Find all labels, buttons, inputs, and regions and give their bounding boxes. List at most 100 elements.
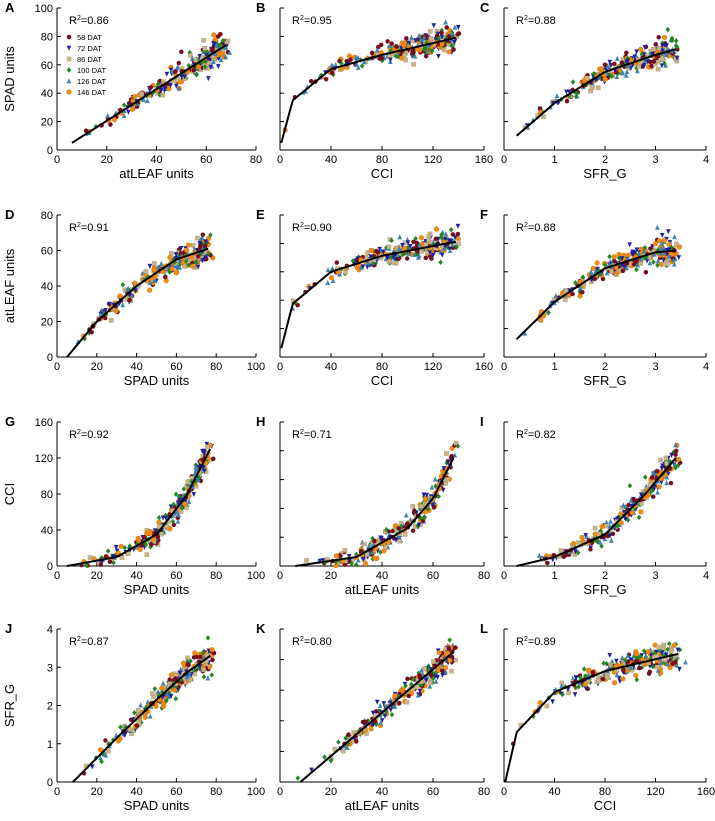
- x-tick-label: 80: [210, 570, 222, 582]
- data-point: [641, 62, 647, 69]
- data-point: [168, 504, 174, 510]
- data-point: [176, 60, 182, 66]
- data-point: [634, 247, 640, 253]
- data-point: [594, 260, 600, 266]
- data-point: [225, 38, 231, 44]
- data-point: [158, 260, 164, 266]
- data-point: [397, 234, 403, 240]
- data-point: [446, 49, 452, 55]
- data-point: [178, 245, 184, 252]
- legend-marker: [66, 89, 72, 95]
- r-squared-label: R2=0.92: [69, 429, 109, 441]
- data-point: [205, 76, 211, 82]
- data-point: [677, 666, 682, 673]
- data-point: [374, 699, 380, 705]
- data-point: [673, 448, 679, 454]
- data-point: [375, 249, 381, 255]
- data-point: [416, 252, 422, 259]
- data-point: [139, 91, 144, 97]
- data-point: [105, 748, 111, 754]
- data-point: [588, 268, 594, 275]
- data-point: [416, 241, 422, 247]
- data-point: [147, 287, 153, 293]
- data-point: [655, 489, 660, 495]
- data-point: [402, 53, 407, 58]
- data-point: [623, 50, 629, 56]
- data-point: [674, 55, 680, 61]
- x-tick-label: 160: [475, 154, 493, 166]
- data-point: [455, 24, 461, 31]
- data-point: [406, 250, 412, 256]
- data-point: [621, 264, 627, 270]
- data-point: [611, 61, 617, 67]
- data-point: [400, 251, 406, 258]
- data-point: [666, 241, 672, 247]
- data-point: [355, 55, 361, 61]
- data-point: [142, 714, 149, 720]
- data-point: [197, 53, 203, 60]
- x-axis-title: SPAD units: [124, 798, 190, 813]
- data-point: [422, 666, 427, 672]
- data-point: [84, 562, 89, 569]
- data-point: [441, 47, 447, 53]
- data-point: [405, 240, 411, 246]
- data-point: [426, 237, 431, 242]
- data-point: [449, 42, 454, 48]
- data-point: [342, 548, 348, 553]
- data-point: [585, 667, 591, 673]
- data-point: [185, 662, 191, 668]
- data-point: [633, 672, 639, 679]
- data-point: [588, 546, 593, 552]
- data-point: [442, 245, 448, 251]
- data-point: [431, 659, 436, 664]
- data-point: [671, 642, 677, 648]
- data-point: [605, 63, 611, 70]
- data-point: [191, 654, 197, 660]
- y-tick-label: 40: [41, 88, 53, 100]
- x-tick-label: 60: [170, 361, 182, 373]
- x-axis-title: SPAD units: [124, 582, 190, 597]
- panel-letter: L: [480, 621, 488, 636]
- panel-letter: G: [5, 414, 15, 429]
- y-tick-label: 0: [47, 145, 53, 157]
- legend-marker: [66, 56, 72, 62]
- x-tick-label: 80: [478, 786, 490, 798]
- data-point: [660, 43, 665, 49]
- data-point: [203, 239, 208, 245]
- panel-letter: F: [480, 207, 488, 222]
- data-point: [591, 70, 597, 77]
- x-tick-label: 40: [325, 154, 337, 166]
- data-point: [451, 47, 456, 52]
- panel-A: A 0 20 40 60 80 0 20 40 60 80 100 atLEAF units SPAD u…: [2, 0, 262, 181]
- data-point: [151, 267, 158, 273]
- data-point: [590, 265, 596, 272]
- data-point: [605, 675, 611, 680]
- data-point: [227, 49, 233, 55]
- legend-entry: 58 DAT: [77, 33, 102, 42]
- data-point: [329, 70, 335, 76]
- data-point: [656, 484, 662, 490]
- data-point: [125, 286, 131, 292]
- scatter-points: [304, 440, 461, 569]
- data-point: [365, 250, 370, 255]
- data-point: [456, 241, 461, 247]
- data-point: [449, 241, 455, 248]
- data-point: [635, 262, 641, 268]
- data-point: [624, 264, 629, 271]
- x-tick-label: 0: [501, 786, 507, 798]
- data-point: [440, 672, 445, 678]
- data-point: [388, 707, 394, 713]
- data-point: [676, 244, 683, 250]
- data-point: [411, 508, 417, 513]
- data-point: [433, 236, 439, 242]
- data-point: [209, 672, 215, 678]
- data-point: [333, 553, 340, 559]
- data-point: [142, 534, 147, 540]
- data-point: [159, 531, 164, 537]
- data-point: [195, 64, 202, 70]
- data-point: [125, 109, 131, 116]
- data-point: [453, 645, 458, 650]
- data-point: [651, 59, 657, 65]
- data-point: [662, 250, 668, 256]
- data-point: [120, 302, 126, 308]
